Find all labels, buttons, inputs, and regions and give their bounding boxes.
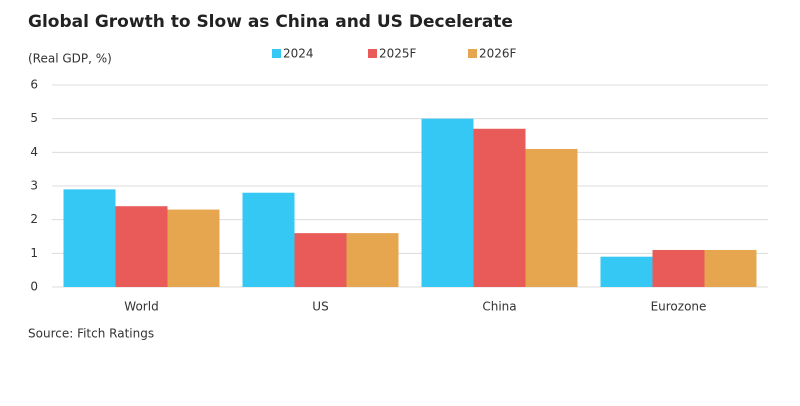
source-note: Source: Fitch Ratings bbox=[28, 327, 154, 341]
bar bbox=[346, 233, 399, 287]
legend-swatch bbox=[368, 49, 377, 58]
bar bbox=[525, 148, 578, 287]
bar bbox=[63, 189, 116, 287]
legend-label: 2026F bbox=[479, 47, 517, 61]
bar bbox=[473, 128, 526, 287]
y-tick-label: 1 bbox=[30, 246, 38, 260]
bar bbox=[167, 209, 220, 287]
x-tick-label: US bbox=[312, 300, 328, 314]
bar bbox=[294, 233, 347, 287]
legend-label: 2025F bbox=[379, 47, 417, 61]
x-tick-label: Eurozone bbox=[651, 300, 707, 314]
legend-swatch bbox=[272, 49, 281, 58]
y-tick-label: 4 bbox=[30, 145, 38, 159]
legend-label: 2024 bbox=[283, 47, 314, 61]
legend-swatch bbox=[468, 49, 477, 58]
bar bbox=[600, 256, 653, 287]
y-axis-label: (Real GDP, %) bbox=[28, 52, 112, 66]
y-tick-label: 6 bbox=[30, 78, 38, 92]
chart-title: Global Growth to Slow as China and US De… bbox=[28, 12, 513, 32]
y-tick-label: 5 bbox=[30, 111, 38, 125]
bar bbox=[242, 192, 295, 287]
bar bbox=[421, 118, 474, 288]
y-tick-label: 3 bbox=[30, 179, 38, 193]
bar bbox=[115, 206, 168, 287]
x-tick-label: World bbox=[124, 300, 158, 314]
bar bbox=[652, 249, 705, 287]
y-tick-label: 2 bbox=[30, 212, 38, 226]
bar bbox=[704, 249, 757, 287]
x-tick-label: China bbox=[482, 300, 516, 314]
y-tick-label: 0 bbox=[30, 280, 38, 294]
